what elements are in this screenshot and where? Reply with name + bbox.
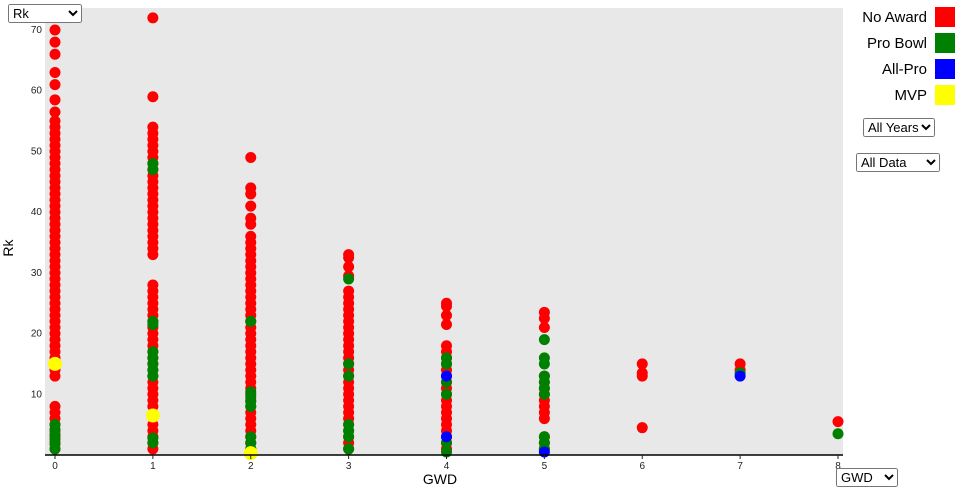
x-tick-label: 1 (150, 461, 156, 472)
data-point (343, 443, 355, 455)
legend: No Award Pro Bowl All-Pro MVP (862, 7, 955, 111)
data-point (441, 318, 452, 330)
data-point (538, 306, 550, 318)
legend-label: Pro Bowl (866, 34, 927, 52)
x-tick-label: 0 (52, 461, 58, 472)
legend-label: No Award (862, 8, 927, 26)
data-point (145, 408, 160, 423)
data-point (147, 91, 159, 103)
x-tick-label: 4 (444, 461, 450, 472)
data-point (49, 24, 61, 36)
x-tick-label: 2 (248, 461, 254, 472)
data-point (636, 358, 648, 370)
data-point (538, 370, 550, 382)
legend-label: MVP (894, 86, 927, 104)
data-point (48, 356, 62, 371)
x-tick-label: 3 (346, 461, 352, 472)
data-point (49, 48, 61, 60)
data-point (538, 322, 550, 333)
y-tick-label: 30 (31, 268, 43, 279)
data-point (245, 200, 257, 212)
y-tick-label: 10 (31, 389, 43, 400)
data-point (538, 334, 550, 346)
data-point (49, 94, 61, 106)
data-point (441, 431, 452, 443)
data-point (343, 249, 355, 261)
legend-item[interactable]: All-Pro (862, 59, 955, 79)
legend-swatch-pro-bowl (935, 33, 955, 53)
y-tick-label: 60 (31, 86, 43, 97)
data-point (147, 158, 159, 170)
data-point (832, 416, 844, 428)
y-axis-select[interactable]: Rk (8, 4, 82, 23)
data-point (441, 297, 452, 309)
x-axis-title: GWD (422, 471, 458, 487)
data-point (147, 432, 159, 444)
legend-item[interactable]: Pro Bowl (862, 33, 955, 53)
data-point (245, 431, 257, 443)
data-point (343, 285, 355, 297)
y-tick-label: 40 (31, 207, 43, 218)
legend-swatch-mvp (935, 85, 955, 105)
data-point (245, 182, 257, 194)
data-point (441, 340, 452, 352)
data-point (49, 115, 61, 127)
data-point (49, 419, 61, 431)
data-point (245, 212, 257, 224)
data-point (441, 388, 452, 400)
data-point (245, 315, 257, 327)
data-point (832, 428, 844, 440)
years-select[interactable]: All Years (863, 118, 935, 137)
data-point (245, 386, 257, 398)
legend-item[interactable]: No Award (862, 7, 955, 27)
data-point (147, 315, 159, 327)
legend-swatch-all-pro (935, 59, 955, 79)
data-point (49, 67, 61, 78)
data-point (243, 446, 258, 461)
data-point (343, 358, 355, 370)
data-point (343, 419, 355, 431)
x-tick-label: 6 (639, 461, 645, 472)
data-point (147, 346, 159, 358)
data-point (734, 358, 746, 370)
data-point (49, 79, 61, 91)
data-point (49, 106, 61, 118)
legend-item[interactable]: MVP (862, 85, 955, 105)
data-point (441, 352, 452, 364)
data-point (636, 367, 648, 379)
data-point (49, 400, 61, 412)
data-point (245, 230, 257, 242)
x-tick-label: 5 (542, 461, 548, 472)
data-point (538, 431, 550, 443)
data-point (147, 121, 159, 133)
y-axis-title: Rk (0, 239, 16, 257)
data-point (147, 279, 159, 291)
x-tick-label: 7 (737, 461, 743, 472)
data-point (147, 12, 159, 24)
data-point (49, 36, 61, 48)
legend-label: All-Pro (881, 60, 927, 78)
data-point (441, 309, 452, 321)
data-filter-select[interactable]: All Data (856, 153, 940, 172)
y-tick-label: 70 (31, 25, 43, 36)
x-tick-label: 8 (835, 461, 841, 472)
data-point (441, 370, 452, 382)
data-point (538, 352, 550, 364)
data-point (343, 370, 355, 382)
data-point (245, 152, 257, 163)
legend-swatch-no-award (935, 7, 955, 27)
data-point (734, 370, 746, 382)
data-point (343, 273, 355, 285)
data-point (636, 422, 648, 434)
data-point (343, 261, 355, 273)
y-tick-label: 20 (31, 329, 43, 340)
y-tick-label: 50 (31, 146, 43, 157)
x-axis-select[interactable]: GWD (836, 468, 898, 487)
